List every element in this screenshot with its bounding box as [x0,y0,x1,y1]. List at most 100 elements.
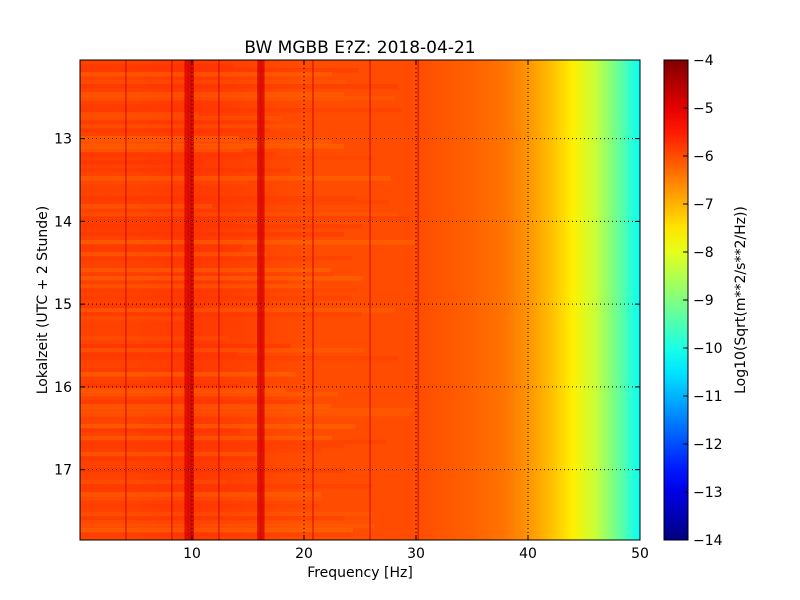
spectral-line [187,60,192,540]
spectrogram-row-band [80,384,240,389]
spectrogram-row-band [80,352,239,357]
spectrogram-row-band [80,136,239,141]
spectrogram-row-band [80,220,237,225]
spectrogram-row-band [80,516,345,521]
spectral-line [218,60,220,540]
x-tick-label: 20 [295,546,313,562]
spectral-line [260,60,265,540]
y-tick-label: 14 [54,214,72,230]
spectrogram-row-band [80,388,286,393]
spectrogram-row-band [80,116,283,121]
spectrogram-row-band [80,212,399,217]
spectrogram-row-band [80,440,387,445]
spectrogram-row-band [80,156,375,161]
spectrogram-row-band [80,380,186,385]
spectrogram-plot-area [80,60,640,540]
spectrogram-row-band [80,424,356,429]
y-tick-label: 13 [54,132,72,148]
y-axis-ticks: 13 14 15 16 17 [54,132,640,479]
spectral-line [369,60,371,540]
spectrogram-row-band [80,448,322,453]
spectrogram-row-band [80,108,402,113]
spectrogram-row-band [80,504,320,509]
spectrogram-row-band [80,436,332,441]
spectrogram-row-band [80,308,396,313]
spectral-line [312,60,314,540]
spectrogram-row-band [80,444,344,449]
spectrogram-row-band [80,160,203,165]
spectrogram-row-band [80,312,362,317]
spectrogram-row-band [80,92,345,97]
spectrogram-row-band [80,520,371,525]
grid-lines [80,60,640,540]
spectrogram-row-band [80,428,241,433]
spectrogram-row-band [80,232,344,237]
spectrogram-row-band [80,512,373,517]
plot-frame [79,59,641,541]
spectral-line [171,60,173,540]
spectrogram-row-band [80,484,373,489]
spectral-line [257,60,262,540]
colorbar-label: Log10(Sqrt(m**2/s**2/Hz)) [733,206,749,394]
spectrogram-row-band [80,336,230,341]
spectrogram-row-band [80,348,364,353]
spectrogram-row-band [80,244,243,249]
x-tick-label: 50 [631,546,649,562]
spectrogram-row-band [80,240,415,245]
spectrogram-row-band [80,256,353,261]
colorbar-ticks: −4 −5 −6 −7 −8 −9 −10 −11 −12 −13 −14 [683,53,723,549]
spectrogram-row-band [80,200,389,205]
spectrogram-row-band [80,140,332,145]
spectrogram-row-band [80,112,199,117]
spectrogram-row-band [80,80,347,85]
spectrogram-row-band [80,276,364,281]
colorbar-tick-label: −14 [693,533,723,549]
colorbar-tick-label: −12 [693,437,723,453]
spectrogram-row-band [80,456,257,461]
y-tick-label: 17 [54,463,72,479]
spectrogram-row-band [80,408,414,413]
spectrogram-row-band [80,216,409,221]
spectrogram-row-band [80,204,213,209]
spectrogram-row-band [80,356,399,361]
spectral-line [184,60,189,540]
spectrogram-row-band [80,228,193,233]
spectrogram-row-band [80,64,234,69]
spectrogram-row-band [80,496,324,501]
spectrogram-row-band [80,532,352,537]
spectrogram-row-band [80,148,244,153]
spectrogram-row-band [80,404,332,409]
spectrogram-row-band [80,468,346,473]
colorbar-tick-label: −5 [693,101,714,117]
spectrogram-row-band [80,480,226,485]
spectrogram-row-band [80,280,289,285]
spectrogram-row-band [80,304,203,309]
colorbar-tick-label: −4 [693,53,714,69]
spectrogram-row-band [80,268,332,273]
spectrogram-row-band [80,104,221,109]
spectrogram-row-band [80,144,345,149]
spectrogram-row-band [80,224,363,229]
x-axis-label: Frequency [Hz] [307,565,413,581]
spectrogram-row-band [80,128,270,133]
spectrogram-row-band [80,296,352,301]
spectrogram-row-band [80,368,204,373]
spectrogram-row-band [80,152,276,157]
colorbar-tick-label: −9 [693,293,714,309]
spectrogram-row-band [80,120,270,125]
chart-title: BW MGBB E?Z: 2018-04-21 [244,38,475,58]
spectrogram-row-band [80,248,240,253]
x-tick-label: 40 [519,546,537,562]
spectrogram-row-band [80,96,395,101]
x-tick-label: 10 [183,546,201,562]
x-tick-label: 30 [407,546,425,562]
colorbar-tick-label: −11 [693,389,723,405]
spectrogram-row-band [80,524,376,529]
y-tick-label: 16 [54,380,72,396]
spectral-line [417,60,420,540]
y-axis-label: Lokalzeit (UTC + 2 Stunde) [35,206,51,395]
spectrogram-row-band [80,84,399,89]
x-axis-ticks: 10 20 30 40 50 [183,60,649,562]
spectrogram-row-band [80,176,391,181]
